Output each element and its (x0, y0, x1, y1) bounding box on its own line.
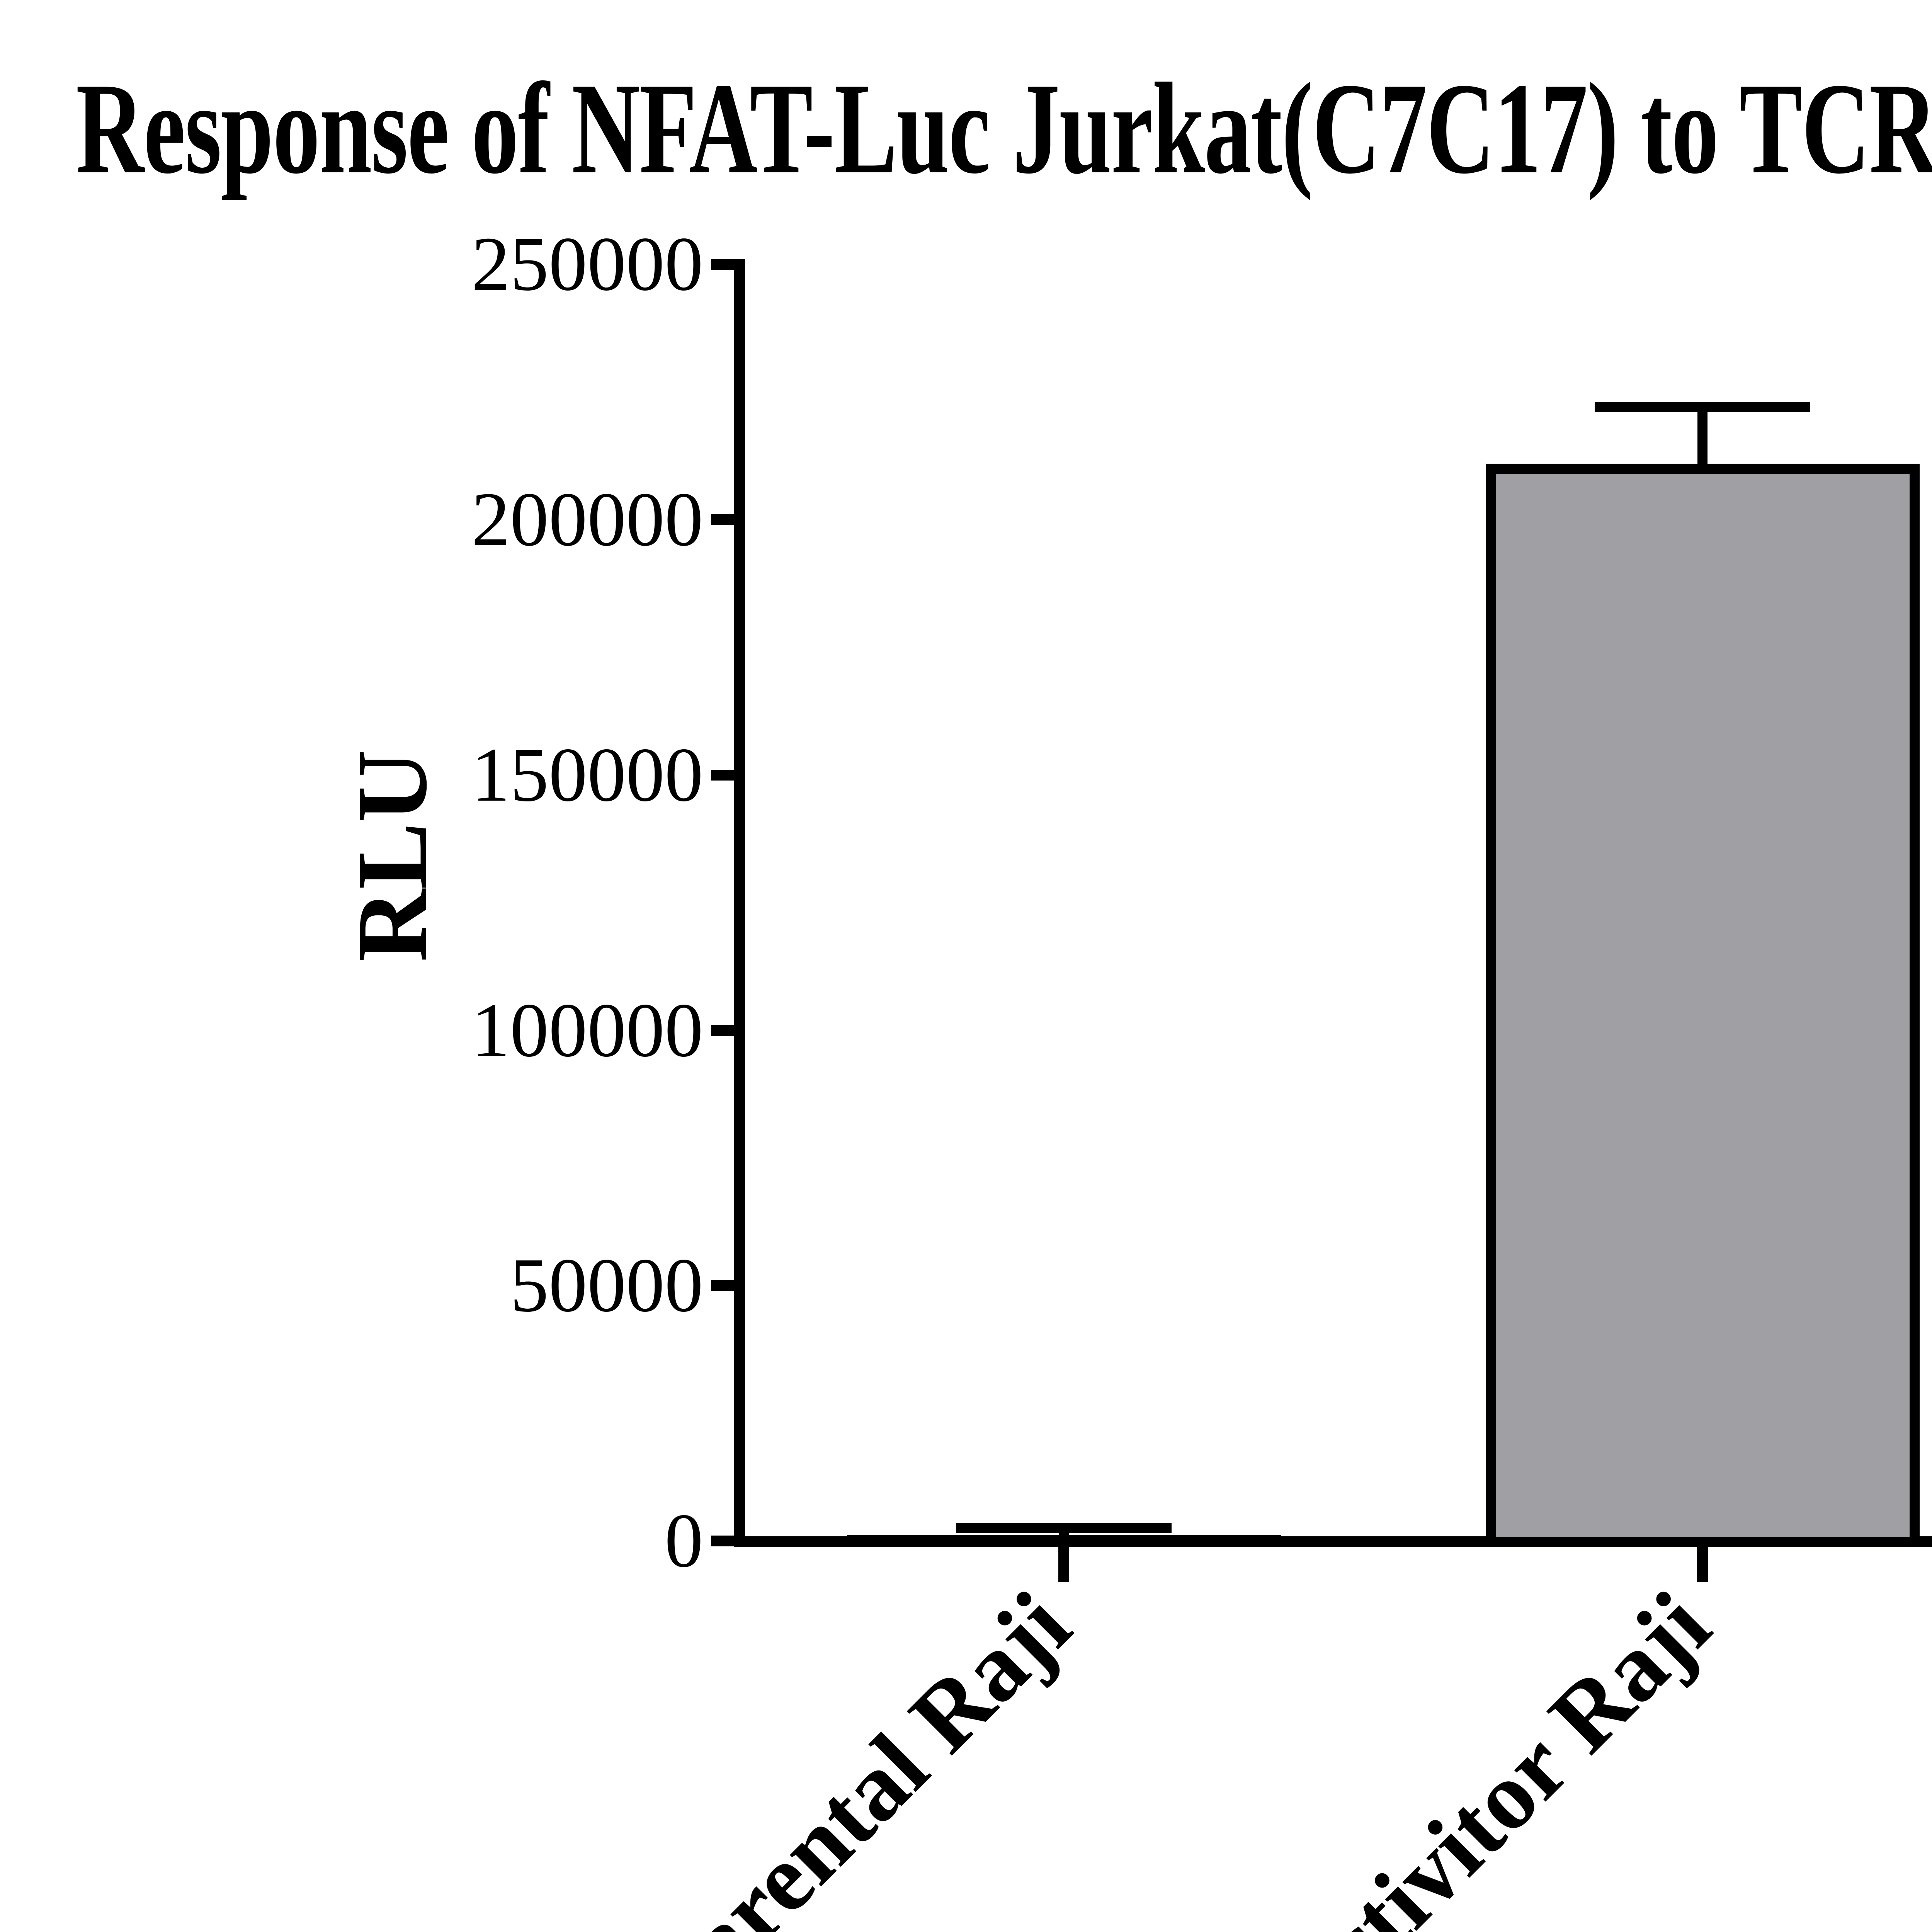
x-tick-tcr-activitor-raji (1697, 1547, 1708, 1582)
bar-tcr-activitor-raji (1485, 464, 1920, 1547)
y-tick-0 (711, 1536, 734, 1546)
y-tick-50000 (711, 1280, 734, 1291)
x-category-label-parental-raji: Parental Raji (623, 1571, 1091, 1932)
y-tick-250000 (711, 259, 734, 270)
y-tick-label-150000: 150000 (471, 732, 703, 818)
y-tick-label-100000: 100000 (471, 988, 703, 1073)
chart-title: Response of NFAT-Luc Jurkat(C7C17) to TC… (76, 56, 1932, 201)
y-tick-label-50000: 50000 (510, 1243, 703, 1328)
y-axis-title: RLU (337, 750, 448, 962)
bar-parental-raji (847, 1535, 1281, 1547)
x-category-label-tcr-activitor-raji: TCR activitor Raji (1105, 1571, 1730, 1932)
error-bar-line-tcr-activitor-raji (1697, 407, 1708, 464)
y-axis-line (734, 259, 745, 1547)
y-tick-label-0: 0 (665, 1498, 703, 1583)
error-bar-cap-parental-raji (956, 1523, 1172, 1533)
error-bar-cap-tcr-activitor-raji (1595, 402, 1810, 412)
y-tick-label-250000: 250000 (471, 221, 703, 307)
y-tick-100000 (711, 1025, 734, 1036)
x-tick-parental-raji (1058, 1547, 1069, 1582)
y-tick-label-200000: 200000 (471, 477, 703, 562)
y-tick-150000 (711, 770, 734, 781)
y-tick-200000 (711, 514, 734, 525)
